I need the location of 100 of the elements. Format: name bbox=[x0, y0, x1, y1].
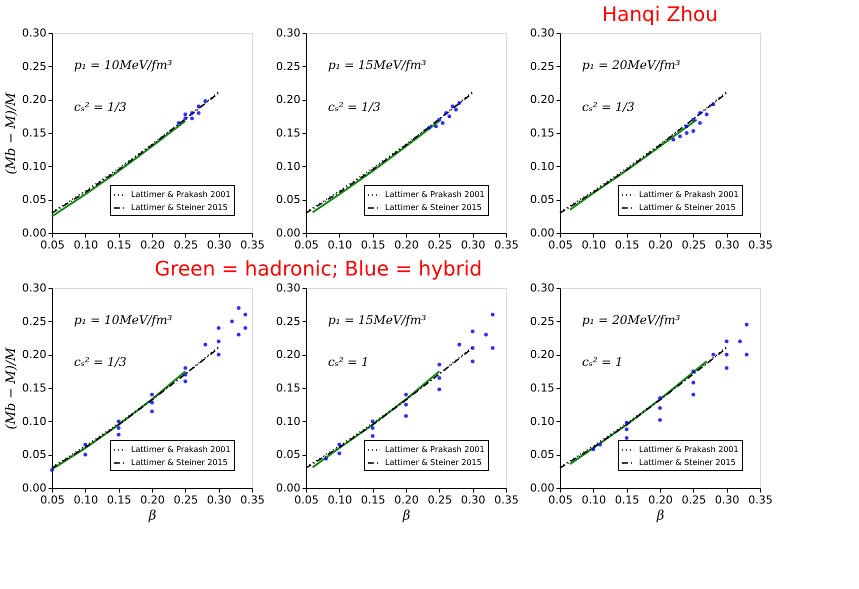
legend-label: Lattimer & Steiner 2015 bbox=[639, 458, 736, 467]
y-tick-label: 0.15 bbox=[22, 126, 46, 140]
annotation: p₁ = 15MeV/fm³ bbox=[328, 58, 426, 72]
annotation: p₁ = 10MeV/fm³ bbox=[74, 313, 172, 327]
x-tick-label: 0.25 bbox=[682, 494, 706, 506]
annotation: p₁ = 10MeV/fm³ bbox=[74, 58, 172, 72]
y-tick-label: 0.25 bbox=[22, 60, 46, 73]
y-axis-title: (Mb − M)/M bbox=[4, 346, 20, 430]
x-tick-label: 0.05 bbox=[40, 494, 65, 506]
y-tick-label: 0.20 bbox=[22, 93, 46, 106]
x-tick-label: 0.20 bbox=[140, 494, 165, 506]
y-tick-label: 0.30 bbox=[530, 26, 554, 40]
y-tick-label: 0.05 bbox=[530, 193, 554, 206]
annotation: cₛ² = 1/3 bbox=[582, 100, 635, 114]
legend-label: Lattimer & Prakash 2001 bbox=[385, 190, 485, 199]
y-tick-label: 0.10 bbox=[22, 160, 46, 173]
y-tick-label: 0.25 bbox=[276, 60, 300, 73]
y-tick-label: 0.15 bbox=[276, 382, 300, 394]
y-tick-label: 0.20 bbox=[530, 348, 554, 362]
x-tick-label: 0.35 bbox=[494, 238, 519, 252]
y-tick-label: 0.05 bbox=[22, 193, 46, 206]
y-tick-label: 0.25 bbox=[22, 314, 46, 328]
annotation: cₛ² = 1/3 bbox=[328, 100, 381, 114]
x-tick-label: 0.20 bbox=[394, 238, 419, 252]
x-axis-title: β bbox=[402, 508, 410, 524]
x-tick-label: 0.35 bbox=[240, 238, 265, 252]
annotation: cₛ² = 1/3 bbox=[74, 355, 127, 369]
y-tick-label: 0.15 bbox=[530, 126, 554, 140]
x-axis-title: β bbox=[656, 508, 664, 524]
x-tick-label: 0.20 bbox=[140, 238, 165, 252]
y-tick-label: 0.25 bbox=[530, 314, 554, 328]
y-tick-label: 0.30 bbox=[22, 26, 46, 40]
legend-label: Lattimer & Prakash 2001 bbox=[131, 445, 231, 454]
x-tick-label: 0.25 bbox=[174, 238, 198, 252]
x-tick-label: 0.20 bbox=[394, 494, 419, 506]
x-tick-label: 0.25 bbox=[174, 494, 198, 506]
y-tick-label: 0.25 bbox=[276, 314, 300, 328]
y-tick-label: 0.20 bbox=[22, 348, 46, 362]
x-tick-label: 0.30 bbox=[206, 494, 232, 506]
x-tick-label: 0.30 bbox=[460, 494, 486, 506]
x-tick-label: 0.35 bbox=[240, 494, 265, 506]
y-tick-label: 0.15 bbox=[276, 126, 300, 140]
chart-title: Green = hadronic; Blue = hybrid bbox=[154, 256, 482, 280]
y-tick-label: 0.00 bbox=[276, 482, 300, 494]
x-tick-label: 0.15 bbox=[360, 494, 386, 506]
x-axis-title: β bbox=[148, 508, 156, 524]
x-tick-label: 0.25 bbox=[428, 238, 452, 252]
x-tick-label: 0.30 bbox=[714, 238, 740, 252]
y-tick-label: 0.00 bbox=[22, 482, 46, 494]
legend-label: Lattimer & Prakash 2001 bbox=[131, 190, 231, 199]
x-tick-label: 0.05 bbox=[548, 494, 573, 506]
annotation: p₁ = 15MeV/fm³ bbox=[328, 313, 426, 327]
y-tick-label: 0.10 bbox=[276, 414, 300, 428]
x-tick-label: 0.35 bbox=[748, 238, 773, 252]
y-tick-label: 0.00 bbox=[530, 226, 554, 240]
legend-label: Lattimer & Prakash 2001 bbox=[639, 190, 739, 199]
y-tick-label: 0.30 bbox=[276, 26, 300, 40]
y-axis-title: (Mb − M)/M bbox=[4, 92, 20, 174]
annotation: p₁ = 20MeV/fm³ bbox=[582, 313, 680, 327]
legend-label: Lattimer & Prakash 2001 bbox=[639, 445, 739, 454]
x-tick-label: 0.10 bbox=[582, 494, 606, 506]
x-tick-label: 0.25 bbox=[428, 494, 452, 506]
x-tick-label: 0.35 bbox=[748, 494, 773, 506]
y-tick-label: 0.10 bbox=[22, 414, 46, 428]
x-tick-label: 0.30 bbox=[714, 494, 740, 506]
y-tick-label: 0.00 bbox=[530, 482, 554, 494]
legend-label: Lattimer & Steiner 2015 bbox=[385, 458, 482, 467]
y-tick-label: 0.15 bbox=[530, 382, 554, 394]
y-tick-label: 0.10 bbox=[530, 414, 554, 428]
x-tick-label: 0.15 bbox=[360, 238, 386, 252]
y-tick-label: 0.20 bbox=[530, 93, 554, 106]
y-tick-label: 0.05 bbox=[276, 193, 300, 206]
x-tick-label: 0.15 bbox=[614, 494, 640, 506]
y-tick-label: 0.15 bbox=[22, 382, 46, 394]
x-tick-label: 0.10 bbox=[582, 238, 606, 252]
y-tick-label: 0.00 bbox=[276, 226, 300, 240]
x-tick-label: 0.10 bbox=[328, 494, 352, 506]
y-tick-label: 0.20 bbox=[276, 93, 300, 106]
x-tick-label: 0.25 bbox=[682, 238, 706, 252]
x-tick-label: 0.05 bbox=[548, 238, 573, 252]
chart-title: Hanqi Zhou bbox=[602, 2, 718, 26]
y-tick-label: 0.25 bbox=[530, 60, 554, 73]
y-tick-label: 0.05 bbox=[530, 448, 554, 462]
x-tick-label: 0.05 bbox=[294, 494, 319, 506]
legend-label: Lattimer & Steiner 2015 bbox=[131, 203, 228, 212]
x-tick-label: 0.30 bbox=[206, 238, 232, 252]
annotation: cₛ² = 1/3 bbox=[74, 100, 127, 114]
y-tick-label: 0.10 bbox=[530, 160, 554, 173]
y-tick-label: 0.30 bbox=[22, 282, 46, 294]
y-tick-label: 0.20 bbox=[276, 348, 300, 362]
y-tick-label: 0.05 bbox=[276, 448, 300, 462]
x-tick-label: 0.15 bbox=[106, 494, 132, 506]
x-tick-label: 0.20 bbox=[648, 238, 673, 252]
legend-label: Lattimer & Steiner 2015 bbox=[639, 203, 736, 212]
x-tick-label: 0.05 bbox=[40, 238, 65, 252]
legend-label: Lattimer & Steiner 2015 bbox=[131, 458, 228, 467]
x-tick-label: 0.05 bbox=[294, 238, 319, 252]
x-tick-label: 0.15 bbox=[614, 238, 640, 252]
x-tick-label: 0.10 bbox=[74, 238, 98, 252]
annotation: p₁ = 20MeV/fm³ bbox=[582, 58, 680, 72]
